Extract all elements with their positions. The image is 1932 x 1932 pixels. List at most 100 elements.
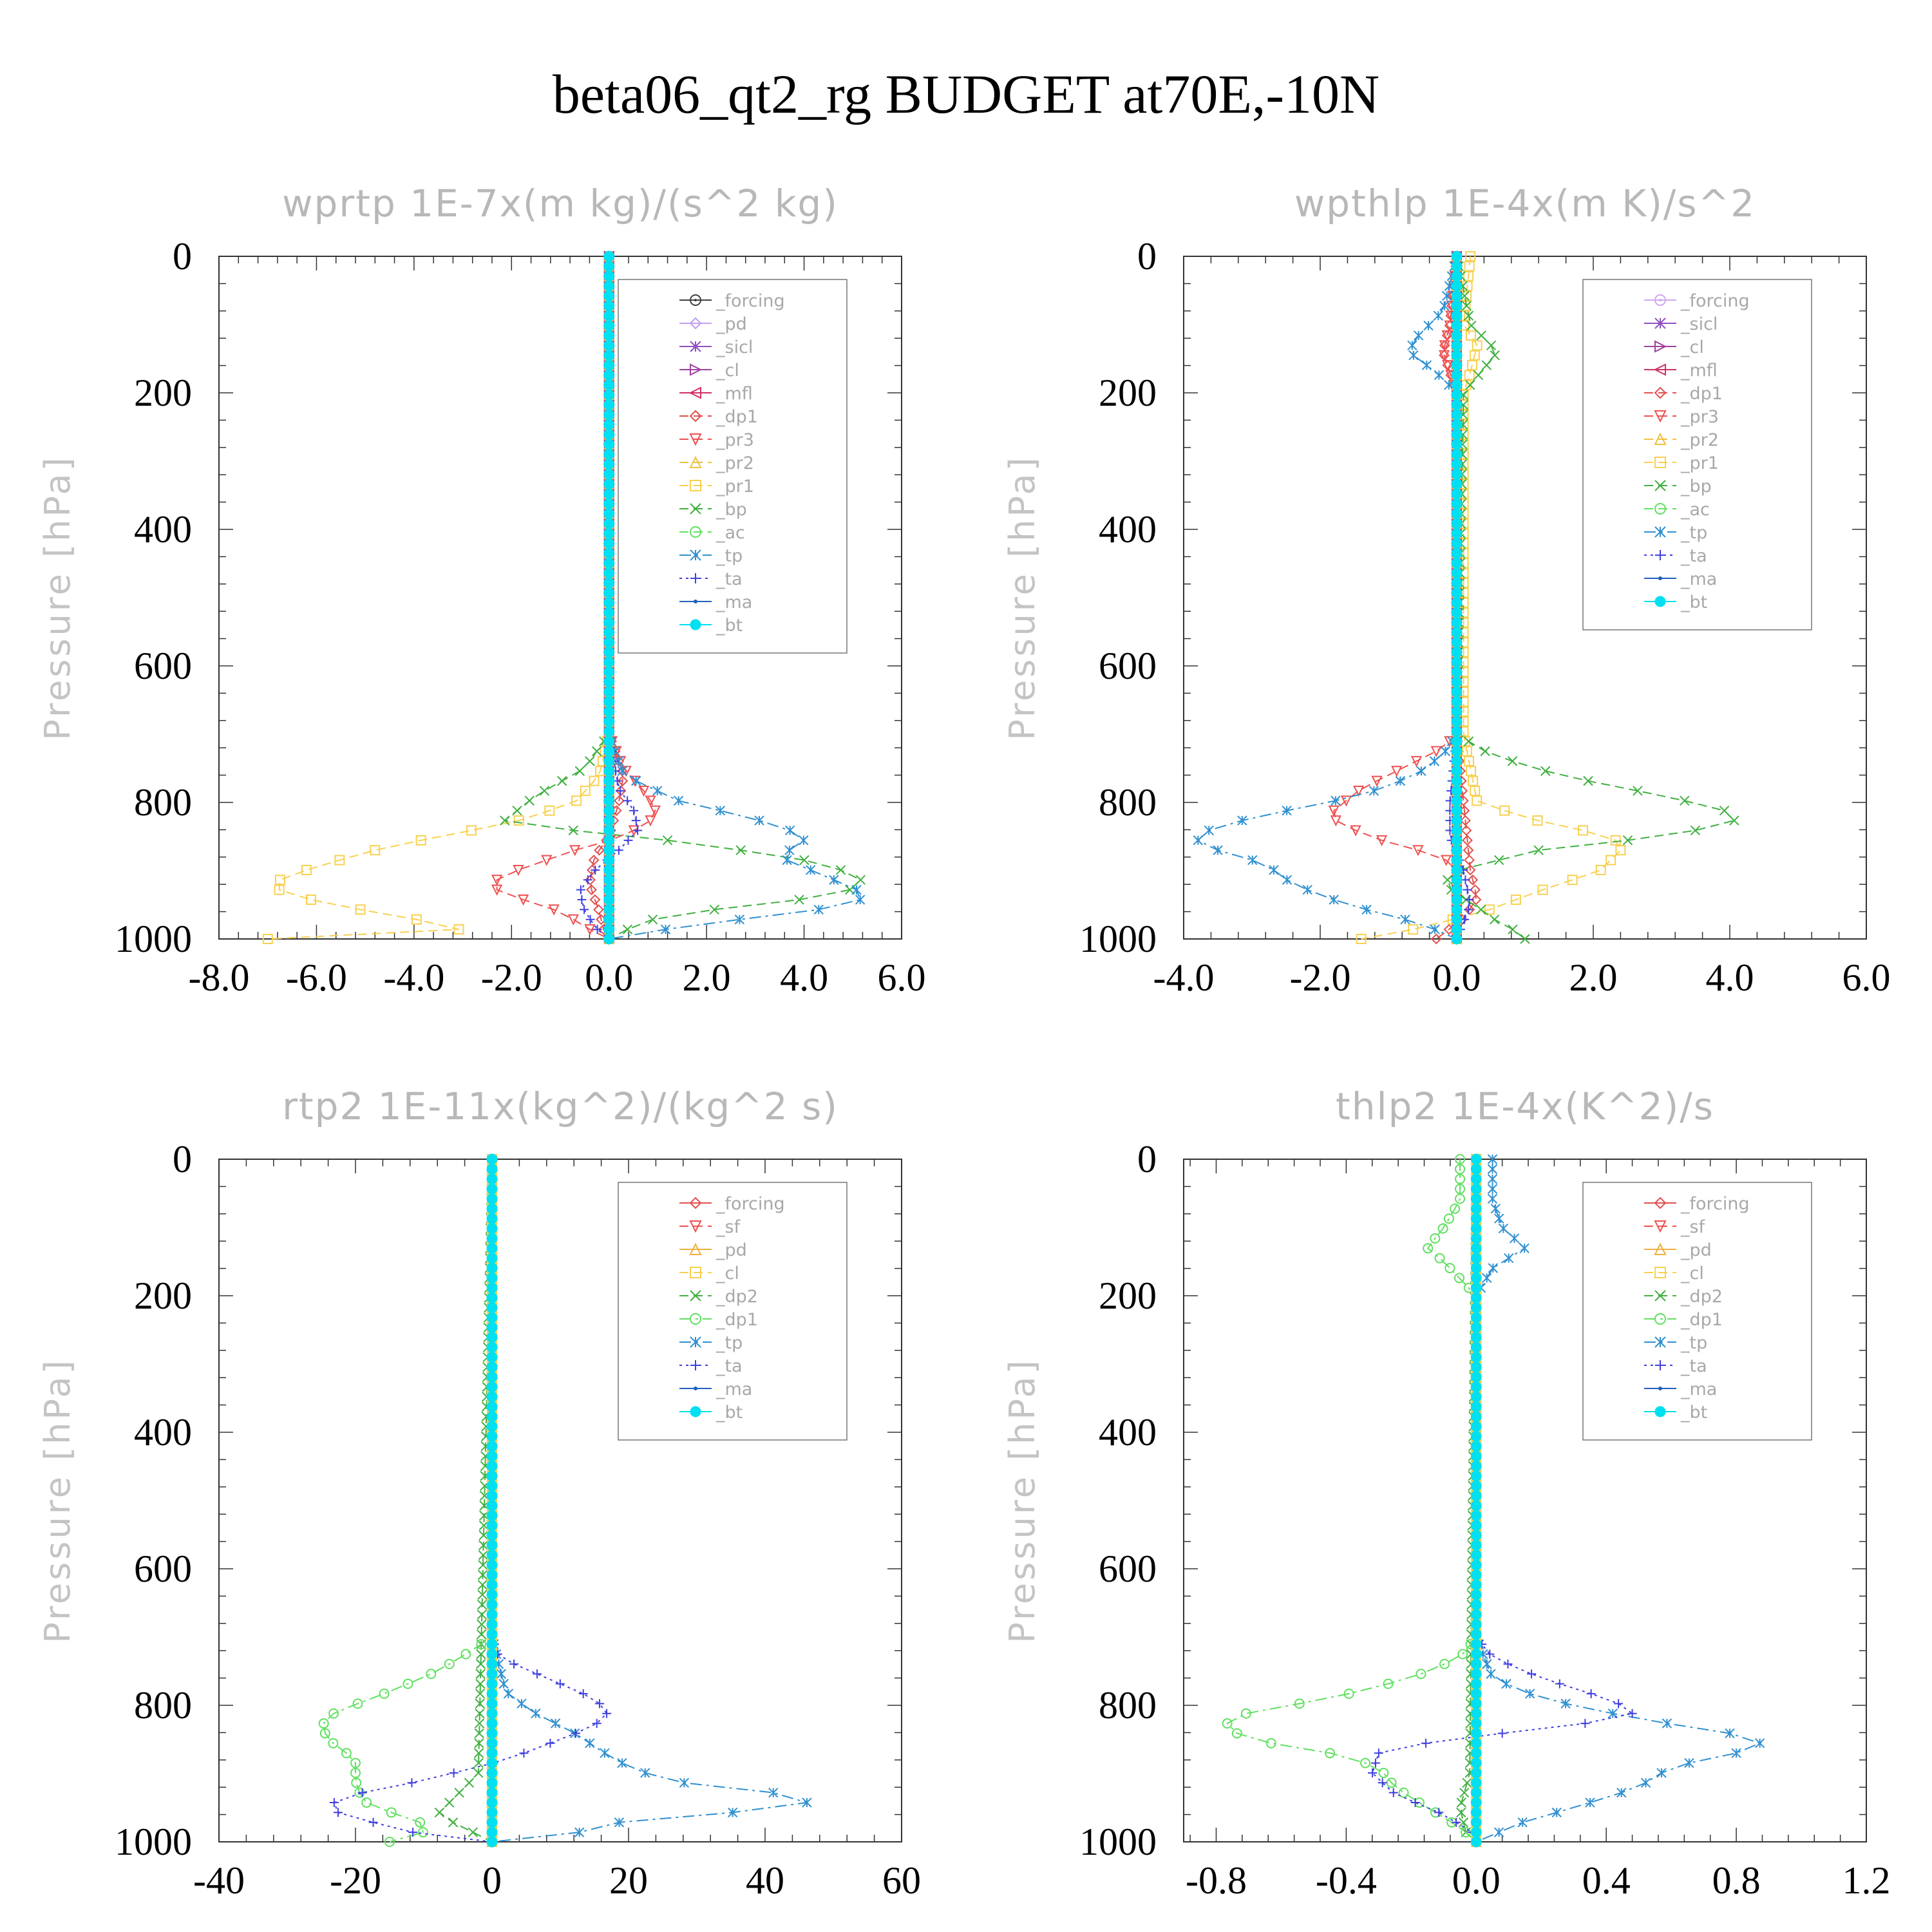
marker-filled-circle: [1470, 1332, 1482, 1343]
marker-filled-circle: [1470, 1282, 1482, 1294]
y-tick-label: 800: [1099, 1684, 1157, 1727]
marker-filled-circle: [486, 1282, 498, 1294]
marker-filled-circle: [603, 300, 615, 312]
marker-dot: [694, 600, 697, 603]
marker-square: [1408, 924, 1419, 935]
y-tick-label: 200: [134, 1274, 192, 1317]
marker-filled-circle: [486, 1698, 498, 1709]
marker-diamond: [689, 410, 702, 422]
marker-filled-circle: [603, 310, 615, 321]
marker-filled-circle: [603, 587, 615, 599]
marker-filled-circle: [603, 409, 615, 421]
x-tick-label: 0.4: [1582, 1859, 1631, 1902]
marker-filled-circle: [1451, 478, 1463, 490]
legend-item: _ta: [679, 569, 743, 589]
marker-filled-circle: [1451, 339, 1463, 351]
marker-filled-circle: [1451, 557, 1463, 569]
marker-filled-circle: [1470, 1638, 1482, 1650]
marker-filled-circle: [603, 577, 615, 589]
marker-x: [855, 875, 866, 886]
marker-filled-circle: [1470, 1381, 1482, 1393]
marker-filled-circle: [603, 884, 615, 896]
legend-label: _pd: [715, 1240, 747, 1260]
marker-filled-circle: [1451, 656, 1463, 668]
legend-label: _pr3: [715, 430, 754, 450]
marker-filled-circle: [1451, 765, 1463, 777]
legend-label: _ac: [1680, 500, 1710, 520]
marker-filled-circle: [486, 1599, 498, 1611]
marker-filled-circle: [1451, 350, 1463, 361]
marker-tri-down: [567, 914, 579, 926]
marker-filled-circle: [603, 518, 615, 529]
y-tick-label: 200: [1099, 372, 1157, 414]
marker-filled-circle: [690, 619, 701, 630]
marker-filled-circle: [603, 755, 615, 767]
marker-filled-circle: [1451, 587, 1463, 599]
legend-item: _bt: [679, 616, 743, 636]
marker-x: [1463, 736, 1474, 746]
x-tick-label: 60: [882, 1859, 921, 1902]
marker-x: [1476, 330, 1486, 341]
marker-tri-down: [1350, 825, 1361, 837]
marker-square: [1499, 805, 1510, 816]
marker-x: [1680, 795, 1690, 806]
marker-filled-circle: [486, 1629, 498, 1640]
marker-filled-circle: [603, 538, 615, 549]
legend-label: _ma: [1680, 569, 1717, 589]
marker-filled-circle: [1470, 1559, 1482, 1571]
marker-filled-circle: [603, 835, 615, 846]
legend-label: _bt: [1680, 592, 1707, 612]
marker-filled-circle: [603, 765, 615, 777]
marker-filled-circle: [603, 805, 615, 817]
marker-filled-circle: [1470, 1530, 1482, 1541]
marker-filled-circle: [1451, 359, 1463, 371]
marker-square: [1578, 825, 1589, 836]
marker-filled-circle: [486, 1341, 498, 1353]
marker-filled-circle: [603, 904, 615, 915]
legend: _forcing _sf _pd _cl _dp2 _dp1 _tp _ta _ma _bt: [1582, 1182, 1812, 1441]
marker-filled-circle: [1470, 1738, 1482, 1749]
marker-filled-circle: [603, 389, 615, 401]
marker-diamond: [617, 775, 629, 787]
legend-label: _cl: [1680, 337, 1704, 357]
marker-filled-circle: [1470, 1826, 1482, 1838]
marker-tri-down: [513, 864, 524, 876]
marker-filled-circle: [603, 508, 615, 520]
marker-square: [1470, 785, 1481, 796]
marker-filled-circle: [486, 1609, 498, 1620]
marker-tri-down: [569, 845, 581, 857]
marker-square: [1484, 904, 1495, 915]
marker-x: [1633, 786, 1643, 796]
marker-tri-down: [1440, 855, 1452, 866]
marker-filled-circle: [486, 1233, 498, 1244]
marker-filled-circle: [1470, 1361, 1482, 1373]
marker-plus: [1464, 905, 1473, 914]
marker-tri-down: [645, 815, 656, 827]
marker-filled-circle: [603, 607, 615, 618]
marker-filled-circle: [1451, 518, 1463, 529]
marker-filled-circle: [1451, 300, 1463, 312]
marker-tri-down: [1376, 835, 1388, 847]
marker-filled-circle: [603, 488, 615, 500]
marker-filled-circle: [603, 359, 615, 371]
marker-filled-circle: [603, 874, 615, 886]
marker-x: [1489, 914, 1500, 925]
marker-filled-circle: [1451, 577, 1463, 589]
y-tick-label: 600: [134, 1548, 192, 1590]
marker-plus: [623, 835, 633, 845]
marker-filled-circle: [603, 824, 615, 836]
marker-diamond: [1464, 904, 1475, 915]
panel-1: wprtp 1E-7x(m kg)/(s^2 kg) Pressure [hPa]…: [37, 182, 926, 999]
marker-square: [1472, 340, 1482, 351]
marker-diamond: [1462, 835, 1473, 846]
x-tick-label: 2.0: [1569, 956, 1618, 999]
marker-circle-dot-center: [694, 299, 697, 301]
marker-filled-circle: [1451, 894, 1463, 905]
legend-label: _pd: [715, 314, 747, 334]
marker-tri-down: [1391, 766, 1403, 777]
marker-filled-circle: [1470, 1223, 1482, 1235]
marker-diamond: [594, 844, 605, 856]
marker-filled-circle: [1451, 290, 1463, 301]
marker-x: [647, 914, 658, 925]
